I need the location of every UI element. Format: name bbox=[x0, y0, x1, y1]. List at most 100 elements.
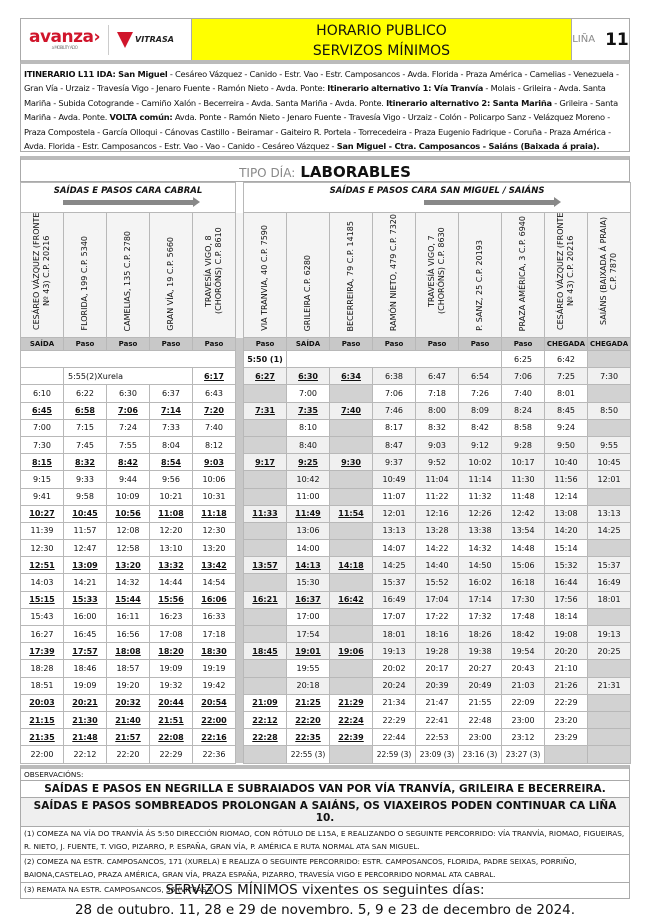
column-divider bbox=[235, 728, 245, 746]
logo-divider bbox=[108, 24, 110, 55]
time-cell: 16:42 bbox=[329, 590, 374, 609]
title-line-2: SERVIZOS MÍNIMOS bbox=[312, 43, 451, 59]
time-cell: 5:50 (1) bbox=[243, 349, 288, 369]
time-cell: 9:30 bbox=[329, 453, 374, 472]
no-service-cell bbox=[587, 539, 632, 558]
time-cell: 14:25 bbox=[587, 521, 632, 541]
time-cell: 21:25 bbox=[286, 693, 331, 712]
no-service-cell bbox=[587, 418, 632, 437]
itinerary-segment: Itinerario alternativo 1: Vía Tranvía bbox=[327, 83, 484, 94]
time-cell: 20:49 bbox=[458, 676, 503, 695]
column-divider bbox=[235, 625, 245, 643]
time-cell: 7:46 bbox=[372, 401, 417, 420]
time-cell: 6:27 bbox=[243, 367, 288, 386]
time-cell: 16:00 bbox=[63, 607, 107, 627]
stop-header: RAMÓN NIETO, 479 C.P. 7320 bbox=[372, 212, 417, 338]
column-divider bbox=[235, 745, 245, 763]
time-cell: 16:37 bbox=[286, 590, 331, 609]
time-cell: 21:51 bbox=[149, 710, 193, 730]
time-cell: 13:10 bbox=[149, 539, 193, 558]
timetable-row: 5:50 (1) 6:25 6:42 bbox=[19, 349, 632, 369]
time-cell: 7:33 bbox=[149, 418, 193, 437]
time-cell: 16:33 bbox=[191, 607, 237, 627]
time-cell: 20:32 bbox=[106, 693, 150, 712]
no-service-cell bbox=[329, 676, 374, 695]
time-cell: 13:13 bbox=[372, 521, 417, 541]
time-cell: 7:30 bbox=[20, 435, 64, 455]
time-cell: 11:33 bbox=[243, 504, 288, 523]
time-cell: 23:29 bbox=[544, 728, 589, 747]
time-cell: 9:52 bbox=[415, 453, 460, 472]
note-cell: 5:55(2)Xurela bbox=[63, 367, 193, 386]
column-divider bbox=[235, 677, 245, 695]
time-cell: 19:01 bbox=[286, 642, 331, 661]
time-cell: 13:54 bbox=[501, 521, 546, 541]
time-cell: 13:28 bbox=[415, 521, 460, 541]
time-cell: 18:30 bbox=[191, 642, 237, 661]
time-cell: 15:32 bbox=[544, 556, 589, 575]
timetable-row: 12:30 12:47 12:58 13:10 13:20 14:00 14:07 14:22… bbox=[20, 539, 632, 558]
timetable-row: 18:28 18:46 18:57 19:09 19:19 19:55 20:02 20:17… bbox=[20, 659, 632, 678]
time-cell: 9:15 bbox=[20, 470, 64, 489]
timetable-row: 20:03 20:21 20:32 20:44 20:54 21:09 21:25 21:29… bbox=[20, 693, 632, 712]
avanza-logo: avanza› a MOBILITY ADO bbox=[29, 27, 101, 50]
time-cell: 7:40 bbox=[191, 418, 237, 437]
no-service-cell bbox=[587, 659, 632, 678]
time-cell: 17:57 bbox=[63, 642, 107, 661]
stop-header: CESÁREO VÁZQUEZ (FRONTE Nº 43) C.P. 2021… bbox=[20, 212, 64, 338]
time-cell: 19:19 bbox=[191, 659, 237, 678]
time-cell: 20:02 bbox=[372, 659, 417, 678]
time-cell: 9:41 bbox=[20, 487, 64, 506]
time-cell: 6:30 bbox=[286, 367, 331, 386]
time-cell: 15:06 bbox=[501, 556, 546, 575]
time-cell: 7:26 bbox=[458, 384, 503, 403]
time-cell: 22:00 bbox=[191, 710, 237, 730]
time-cell: 7:20 bbox=[191, 401, 237, 420]
time-cell: 22:55 (3) bbox=[286, 745, 331, 764]
time-cell: 20:18 bbox=[286, 676, 331, 695]
line-badge: LIÑA 11 bbox=[572, 19, 629, 60]
itinerary-segment: ITINERARIO L11 IDA: San Miguel bbox=[24, 69, 168, 79]
time-cell: 7:35 bbox=[286, 401, 331, 420]
time-cell: 8:40 bbox=[286, 435, 331, 455]
timetable-row: 15:43 16:00 16:11 16:23 16:33 17:00 17:07 17:22… bbox=[20, 607, 632, 627]
time-cell: 6:30 bbox=[106, 384, 150, 403]
time-cell: 8:10 bbox=[286, 418, 331, 437]
time-cell: 18:14 bbox=[544, 607, 589, 627]
time-cell: 9:58 bbox=[63, 487, 107, 506]
no-service-cell bbox=[587, 349, 632, 369]
title-line-1: HORARIO PUBLICO bbox=[316, 23, 447, 39]
no-service-cell bbox=[587, 607, 632, 627]
left-direction-label: SAÍDAS E PASOS CARA CABRAL bbox=[53, 186, 203, 196]
stop-type: CHEGADA bbox=[587, 337, 632, 351]
time-cell: 23:12 bbox=[501, 728, 546, 747]
time-cell: 16:23 bbox=[149, 607, 193, 627]
stop-name: GRAN VÍA, 19 C.P. 5660 bbox=[166, 237, 175, 331]
time-cell: 7:31 bbox=[243, 401, 288, 420]
itinerary-segment: - Cesáreo Vázquez - Canido - Estr. Vao -… bbox=[24, 69, 619, 94]
time-cell: 19:42 bbox=[191, 676, 237, 695]
time-cell: 8:42 bbox=[458, 418, 503, 437]
timetable: SAÍDAS E PASOS CARA CABRAL SAÍDAS E PASOS… bbox=[19, 182, 632, 764]
time-cell: 14:13 bbox=[286, 556, 331, 575]
time-cell: 16:06 bbox=[191, 590, 237, 609]
time-cell: 13:13 bbox=[587, 504, 632, 523]
stop-type-row: SAÍDA Paso Paso Paso Paso Paso SAÍDA Paso Paso Pa… bbox=[20, 337, 632, 351]
time-cell: 19:28 bbox=[415, 642, 460, 661]
time-cell: 15:14 bbox=[544, 539, 589, 558]
time-cell: 11:00 bbox=[286, 487, 331, 506]
time-cell: 23:09 (3) bbox=[415, 745, 460, 764]
arrow-right-icon bbox=[63, 197, 200, 207]
no-service-cell bbox=[329, 487, 374, 506]
time-cell: 20:21 bbox=[63, 693, 107, 712]
time-cell: 14:03 bbox=[20, 573, 64, 592]
column-divider bbox=[235, 419, 245, 437]
column-divider bbox=[235, 608, 245, 626]
stop-type: SAÍDA bbox=[286, 337, 331, 351]
time-cell: 8:12 bbox=[191, 435, 237, 455]
column-divider bbox=[235, 212, 245, 338]
no-service-cell bbox=[243, 435, 288, 455]
time-cell: 11:56 bbox=[544, 470, 589, 489]
time-cell: 10:09 bbox=[106, 487, 150, 506]
empty-cell bbox=[19, 349, 237, 369]
